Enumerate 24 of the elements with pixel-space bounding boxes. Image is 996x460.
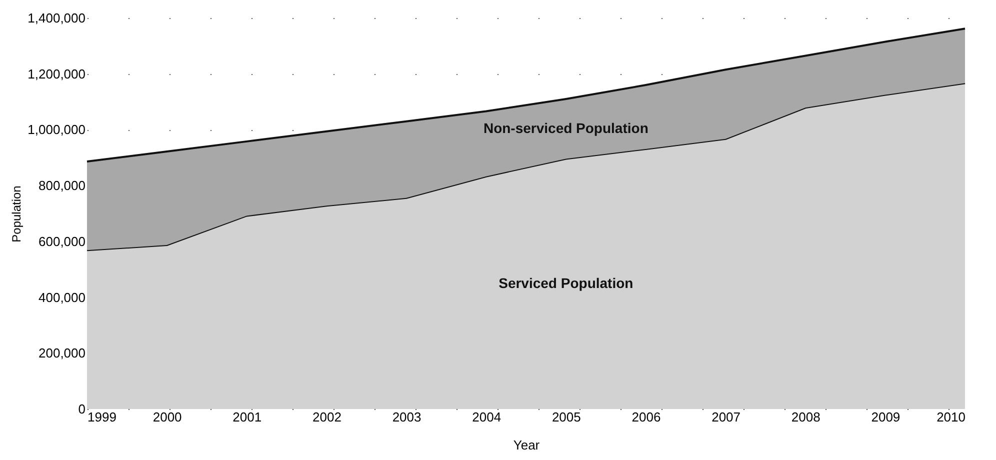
- x-tick-label: 2002: [312, 410, 342, 424]
- y-tick-label: 1,200,000: [28, 66, 86, 82]
- x-tick-label: 2006: [632, 410, 661, 424]
- x-tick-label: 2008: [791, 410, 820, 424]
- x-tick-label: 2000: [152, 410, 182, 424]
- x-tick-label: 1999: [88, 410, 116, 424]
- x-tick-label: 2001: [232, 410, 262, 424]
- y-tick-label: 0: [78, 402, 86, 416]
- x-tick-label: 2003: [392, 410, 422, 424]
- x-tick-label: 2004: [472, 410, 502, 424]
- y-tick-label: 200,000: [38, 346, 86, 361]
- y-tick-label: 1,000,000: [28, 122, 86, 138]
- x-axis-title: Year: [513, 438, 540, 452]
- x-tick-label: 2005: [552, 410, 581, 424]
- y-tick-label: 1,400,000: [28, 10, 86, 26]
- series-label: Non-serviced Population: [483, 120, 648, 136]
- y-tick-label: 400,000: [38, 290, 86, 305]
- x-tick-label: 2010: [936, 410, 966, 424]
- y-tick-label: 800,000: [38, 178, 86, 194]
- x-tick-label: 2007: [712, 410, 741, 424]
- y-axis-title: Population: [10, 186, 24, 242]
- series-label: Serviced Population: [498, 274, 634, 291]
- y-tick-label: 600,000: [38, 234, 86, 249]
- x-tick-label: 2009: [871, 410, 900, 424]
